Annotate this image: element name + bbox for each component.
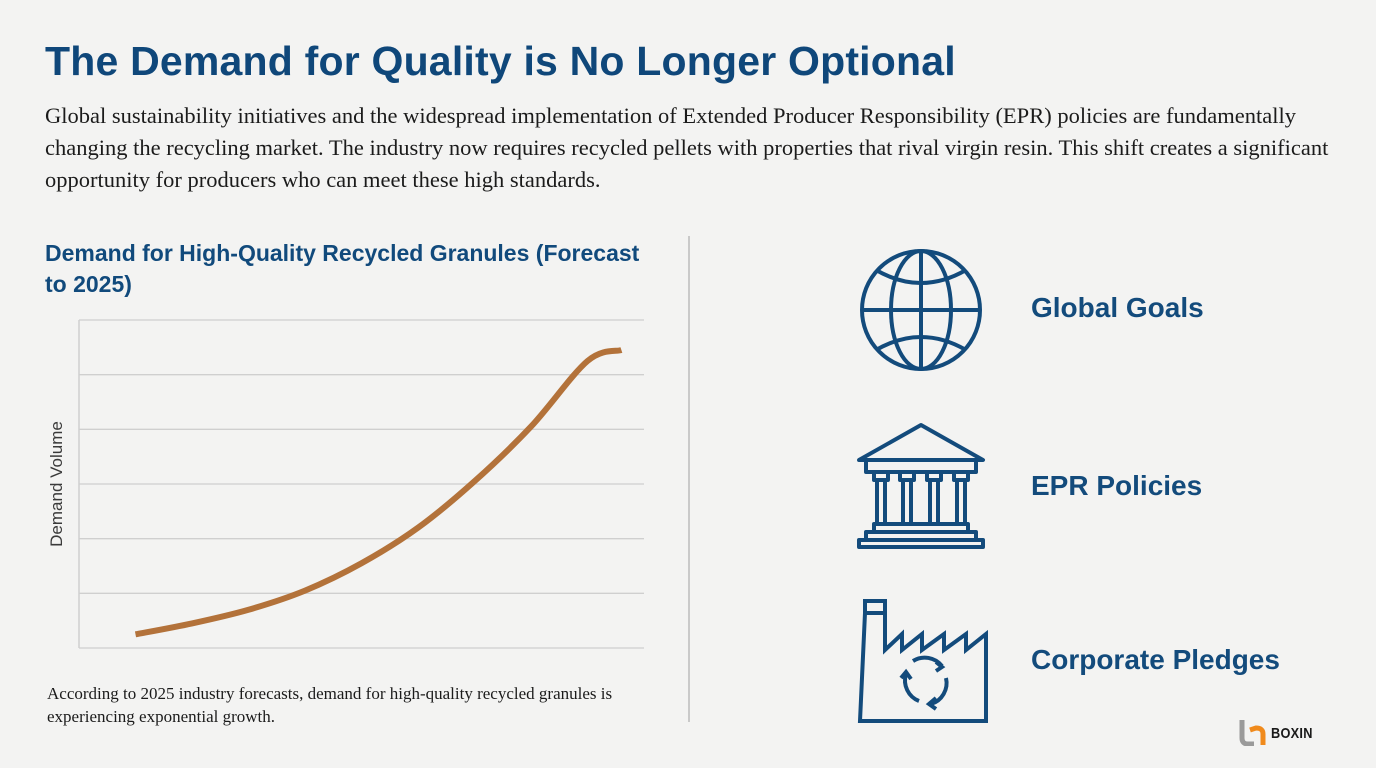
section-divider: [688, 236, 690, 722]
chart-caption: According to 2025 industry forecasts, de…: [47, 684, 613, 726]
intro-paragraph: Global sustainability initiatives and th…: [45, 103, 1329, 192]
driver-label: Corporate Pledges: [1031, 644, 1280, 675]
brand-name: BOXIN: [1271, 725, 1313, 742]
demand-series-line: [134, 347, 623, 638]
chart-title: Demand for High-Quality Recycled Granule…: [45, 240, 640, 297]
driver-global-goals: Global Goals: [856, 248, 1336, 378]
globe-icon: [860, 249, 982, 371]
chart-gridlines: [79, 319, 644, 649]
government-building-icon: [857, 423, 985, 549]
driver-epr-policies: EPR Policies: [856, 422, 1336, 552]
driver-label: EPR Policies: [1031, 470, 1203, 501]
factory-recycle-icon: [857, 599, 988, 723]
demand-chart: Demand Volume: [47, 319, 644, 649]
brand-logo: BOXIN: [1238, 718, 1338, 747]
driver-label: Global Goals: [1031, 292, 1204, 323]
y-axis-label: Demand Volume: [47, 421, 66, 547]
page-title: The Demand for Quality is No Longer Opti…: [45, 38, 956, 84]
boxin-logo-icon: [1239, 720, 1266, 747]
driver-corporate-pledges: Corporate Pledges: [856, 598, 1336, 728]
